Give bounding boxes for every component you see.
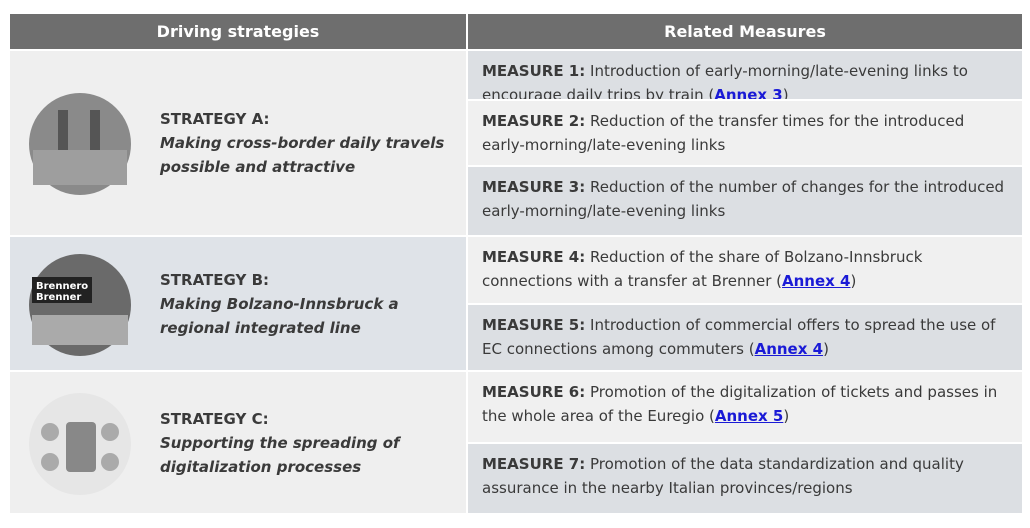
measure-cell: MEASURE 5: Introduction of commercial of… xyxy=(466,303,1022,370)
strategy-image xyxy=(29,93,131,195)
measure-cell: MEASURE 6: Promotion of the digitalizati… xyxy=(466,370,1022,442)
measure-text: Introduction of commercial offers to spr… xyxy=(482,316,996,358)
annex-link[interactable]: Annex 5 xyxy=(714,407,784,425)
measure-text-end: ) xyxy=(850,272,857,290)
column-header: Related Measures xyxy=(468,14,1022,49)
measure-text: Reduction of the transfer times for the … xyxy=(482,112,965,154)
measure-cell: MEASURE 2: Reduction of the transfer tim… xyxy=(466,99,1022,165)
measure-cell: MEASURE 1: Introduction of early-morning… xyxy=(466,49,1022,104)
measure-cell: MEASURE 3: Reduction of the number of ch… xyxy=(466,165,1022,235)
strategy-cell: STRATEGY A: Making cross-border daily tra… xyxy=(10,49,468,235)
measure-text-end: ) xyxy=(823,340,829,358)
measure-text-end: ) xyxy=(782,86,789,104)
measure-text: Promotion of the data standardization an… xyxy=(482,455,964,497)
strategy-text: STRATEGY A: Making cross-border daily tra… xyxy=(160,107,468,179)
strategy-label: STRATEGY A: xyxy=(160,110,270,128)
strategy-image xyxy=(29,392,131,495)
strategy-text: STRATEGY B: Making Bolzano-Innsbruck a re… xyxy=(160,268,468,340)
measure-label: MEASURE 6: xyxy=(482,383,586,401)
measure-text: Reduction of the number of changes for t… xyxy=(482,178,1005,220)
strategy-text: STRATEGY C: Supporting the spreading of d… xyxy=(160,407,468,479)
measure-cell: MEASURE 4: Reduction of the share of Bol… xyxy=(466,235,1022,303)
measure-cell: MEASURE 7: Promotion of the data standar… xyxy=(466,442,1022,513)
measure-label: MEASURE 3: xyxy=(482,178,586,196)
strategy-cell: STRATEGY C: Supporting the spreading of d… xyxy=(10,370,468,513)
measure-label: MEASURE 1: xyxy=(482,62,586,80)
measure-text-end: ) xyxy=(783,407,790,425)
measure-label: MEASURE 4: xyxy=(482,248,586,266)
strategy-title: Making Bolzano-Innsbruck a regional inte… xyxy=(160,294,399,337)
measure-text: Promotion of the digitalization of ticke… xyxy=(482,383,998,425)
strategy-title: Supporting the spreading of digitalizati… xyxy=(160,433,400,476)
strategy-title: Making cross-border daily travels possib… xyxy=(160,134,445,176)
strategy-label: STRATEGY C: xyxy=(160,409,269,428)
column-header: Driving strategies xyxy=(10,14,466,49)
measure-label: MEASURE 2: xyxy=(482,112,586,130)
annex-link[interactable]: Annex 4 xyxy=(782,272,851,290)
annex-link[interactable]: Annex 4 xyxy=(754,340,824,358)
measure-label: MEASURE 5: xyxy=(482,316,586,334)
measure-text: Reduction of the share of Bolzano-Innsbr… xyxy=(482,248,923,290)
strategy-cell: Brennero Brenner STRATEGY B: Making Bolzano… xyxy=(10,235,468,370)
strategy-label: STRATEGY B: xyxy=(160,270,270,289)
sign-text: Brennero xyxy=(36,281,88,292)
sign-text: Brenner xyxy=(36,292,81,303)
measure-label: MEASURE 7: xyxy=(482,455,586,473)
